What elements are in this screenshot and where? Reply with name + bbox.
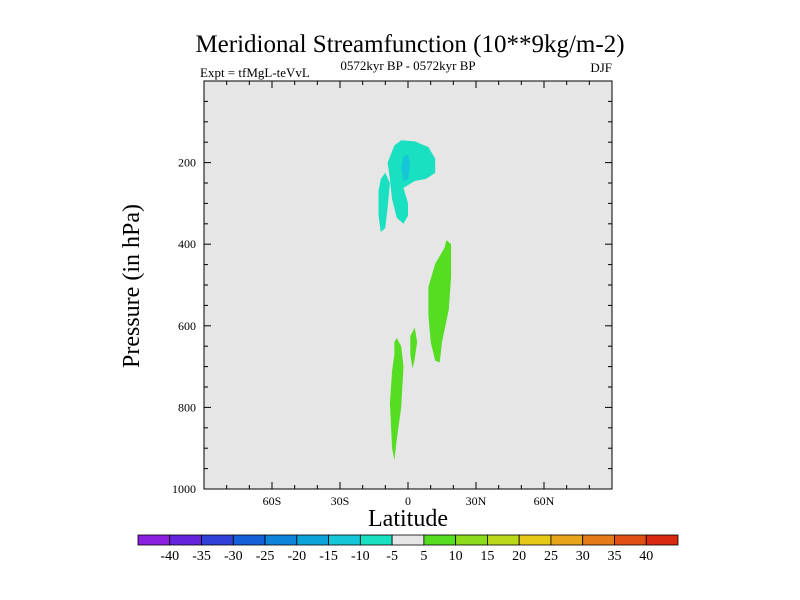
colorbar-swatch [614, 534, 647, 546]
colorbar-swatch [487, 534, 520, 546]
colorbar-label: -10 [351, 549, 370, 564]
y-tick-label: 800 [178, 400, 196, 414]
contour-neg-10-15-core [401, 154, 411, 181]
colorbar-swatch [328, 534, 361, 546]
chart-title: Meridional Streamfunction (10**9kg/m-2) [195, 31, 624, 58]
colorbar-swatch [391, 534, 425, 546]
y-axis-label: Pressure (in hPa) [119, 204, 145, 368]
colorbar-swatch [296, 534, 329, 546]
period-label: 0572kyr BP - 0572kyr BP [340, 58, 475, 73]
colorbar-swatch [201, 534, 234, 546]
colorbar-label: -40 [160, 549, 179, 564]
colorbar-label: 20 [512, 549, 526, 564]
contour-neg-5-10-left-sliver [378, 172, 390, 232]
colorbar-swatch [137, 534, 171, 546]
colorbar-swatch [169, 534, 202, 546]
colorbar-swatch [645, 534, 679, 546]
contour-pos-5-10-small [410, 327, 418, 369]
x-tick-label: 60S [263, 494, 282, 508]
colorbar-label: 30 [576, 549, 590, 564]
colorbar-swatch [423, 534, 457, 546]
colorbar-label: 15 [480, 549, 494, 564]
colorbar-label: -15 [319, 549, 338, 564]
colorbar-label: -35 [192, 549, 211, 564]
colorbar: -40 -35 -30 -25 -20 -15 -10 -5 5 10 15 20 25 30 35 40 [137, 534, 679, 564]
colorbar-label: 35 [607, 549, 621, 564]
x-tick-label: 0 [405, 494, 411, 508]
colorbar-label: -20 [287, 549, 306, 564]
y-tick-label: 600 [178, 319, 196, 333]
colorbar-label: 10 [449, 549, 463, 564]
colorbar-swatch [359, 534, 393, 546]
y-tick-label: 200 [178, 156, 196, 170]
contour-pos-5-10-mid [428, 240, 452, 363]
colorbar-swatch [264, 534, 298, 546]
contour-neg-5-10-upper [387, 140, 436, 224]
colorbar-label: -25 [256, 549, 275, 564]
colorbar-label: 25 [544, 549, 558, 564]
x-tick-label: 30S [331, 494, 350, 508]
colorbar-swatch [582, 534, 615, 546]
colorbar-swatch [232, 534, 266, 546]
y-tick-label: 1000 [172, 482, 196, 496]
y-tick-label: 400 [178, 237, 196, 251]
plot-area: 60S 30S 0 30N 60N 200 400 600 800 1000 [172, 80, 613, 508]
colorbar-label: 5 [420, 549, 427, 564]
colorbar-label: 40 [639, 549, 653, 564]
x-tick-label: 60N [534, 494, 555, 508]
colorbar-swatch [518, 534, 552, 546]
colorbar-label: -30 [224, 549, 243, 564]
x-axis-label: Latitude [368, 506, 448, 532]
season-label: DJF [590, 60, 612, 75]
experiment-label: Expt = tfMgL-teVvL [200, 65, 310, 80]
colorbar-swatch [550, 534, 584, 546]
colorbar-swatch [455, 534, 488, 546]
x-tick-label: 30N [466, 494, 487, 508]
contour-pos-5-10-lower [389, 338, 404, 461]
colorbar-label: -5 [386, 549, 398, 564]
